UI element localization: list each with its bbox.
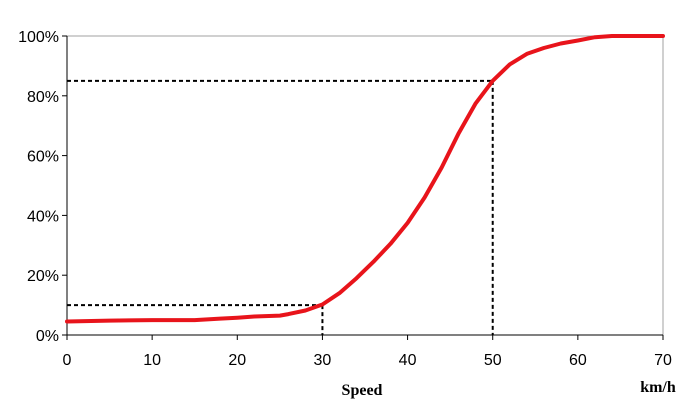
y-tick-label: 60% <box>27 149 59 166</box>
y-tick-label: 100% <box>18 29 59 46</box>
x-axis-title: Speed <box>342 382 383 399</box>
ticks-layer: 0% 20% 40% 60% 80% 100% 0 10 20 30 40 50 60 70 <box>18 29 672 369</box>
series-layer <box>65 34 665 324</box>
reference-lines-layer <box>67 79 494 335</box>
x-tick-label: 20 <box>228 352 246 369</box>
y-tick-label: 20% <box>27 268 59 285</box>
x-tick-label: 10 <box>143 352 161 369</box>
x-tick-label: 70 <box>654 352 672 369</box>
x-tick-label: 50 <box>484 352 502 369</box>
y-tick-label: 40% <box>27 208 59 225</box>
y-tick-label: 80% <box>27 89 59 106</box>
axes-layer <box>66 35 664 336</box>
y-tick-label: 0% <box>36 328 59 345</box>
x-tick-label: 60 <box>569 352 587 369</box>
x-axis-unit-label: km/h <box>640 379 676 396</box>
series-line <box>65 34 665 324</box>
x-tick-label: 0 <box>63 352 72 369</box>
x-tick-label: 30 <box>314 352 332 369</box>
x-tick-label: 40 <box>399 352 417 369</box>
